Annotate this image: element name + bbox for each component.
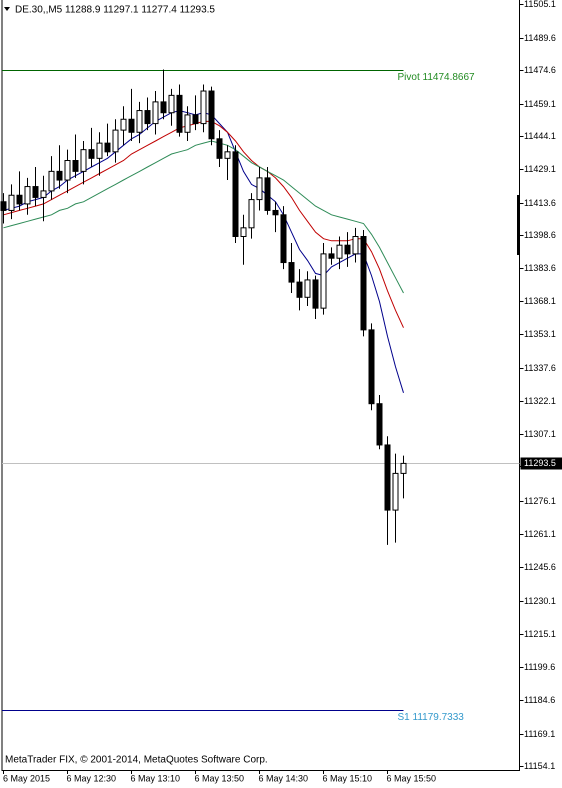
candle-body bbox=[88, 149, 95, 159]
candle-body bbox=[256, 177, 263, 201]
candle-body bbox=[96, 142, 103, 159]
candle-body bbox=[144, 110, 151, 125]
candle-body bbox=[8, 194, 15, 211]
candle-body bbox=[216, 138, 223, 159]
candle-body bbox=[152, 101, 159, 125]
y-tick-label: 11383.6 bbox=[524, 263, 556, 273]
y-tick-label: 11276.1 bbox=[524, 496, 556, 506]
moving-average bbox=[3, 140, 404, 294]
candle-body bbox=[160, 101, 167, 114]
candle-body bbox=[368, 329, 375, 405]
y-tick-label: 11459.1 bbox=[524, 99, 556, 109]
candle-body bbox=[64, 160, 71, 181]
candle-body bbox=[272, 209, 279, 216]
candle-body bbox=[232, 151, 239, 238]
y-tick-label: 11199.6 bbox=[524, 662, 555, 672]
y-tick-label: 11353.1 bbox=[524, 329, 556, 339]
y-tick-label: 11444.1 bbox=[524, 131, 556, 141]
candle-body bbox=[200, 90, 207, 125]
y-tick-label: 11474.6 bbox=[524, 65, 556, 75]
candle-body bbox=[384, 444, 391, 511]
y-tick-label: 11429.1 bbox=[524, 164, 556, 174]
y-tick-label: 11184.6 bbox=[524, 695, 555, 705]
current-price-box bbox=[520, 457, 562, 470]
candle-body bbox=[264, 177, 271, 211]
candle-body bbox=[344, 244, 351, 255]
candle-body bbox=[48, 170, 55, 192]
candle-body bbox=[208, 90, 215, 140]
candle-body bbox=[240, 227, 247, 238]
candle-body bbox=[360, 236, 367, 331]
candle-body bbox=[32, 186, 39, 198]
candle-body bbox=[352, 236, 359, 255]
candle-body bbox=[16, 194, 23, 205]
level-label: S1 11179.7333 bbox=[398, 712, 465, 723]
y-tick-label: 11322.1 bbox=[524, 396, 556, 406]
candle-body bbox=[392, 472, 399, 511]
y-tick-label: 11368.1 bbox=[524, 296, 556, 306]
y-tick-label: 11489.6 bbox=[524, 33, 556, 43]
current-price-label: 11293.5 bbox=[524, 458, 556, 468]
candle-body bbox=[328, 253, 335, 259]
candle-body bbox=[0, 201, 7, 211]
candle-body bbox=[320, 253, 327, 309]
candle-body bbox=[168, 94, 175, 114]
y-tick-label: 11261.1 bbox=[524, 529, 556, 539]
candle-body bbox=[128, 118, 135, 133]
candle-body bbox=[248, 199, 255, 229]
candle-body bbox=[176, 94, 183, 133]
candle-body bbox=[72, 160, 79, 172]
candle-body bbox=[400, 462, 407, 474]
candle-body bbox=[296, 281, 303, 298]
x-tick-label: 6 May 2015 bbox=[3, 773, 50, 783]
candle-body bbox=[192, 114, 199, 125]
candle-body bbox=[312, 279, 319, 309]
x-tick-label: 6 May 13:50 bbox=[195, 773, 245, 783]
x-tick-label: 6 May 13:10 bbox=[131, 773, 181, 783]
y-tick-label: 11398.6 bbox=[524, 230, 556, 240]
y-tick-label: 11307.1 bbox=[524, 429, 556, 439]
candle-body bbox=[104, 142, 111, 153]
y-tick-label: 11154.1 bbox=[524, 761, 555, 771]
footer: MetaTrader FIX, © 2001-2014, MetaQuotes … bbox=[5, 755, 268, 766]
y-tick-label: 11413.6 bbox=[524, 198, 556, 208]
y-tick-label: 11337.6 bbox=[524, 363, 556, 373]
candle-body bbox=[24, 186, 31, 205]
candle-body bbox=[224, 151, 231, 159]
y-tick-label: 11505.1 bbox=[524, 0, 556, 9]
x-tick-label: 6 May 15:10 bbox=[323, 773, 373, 783]
candle-body bbox=[288, 262, 295, 283]
candle-body bbox=[120, 118, 127, 131]
candle-body bbox=[56, 170, 63, 181]
candle-body bbox=[376, 403, 383, 446]
y-tick-label: 11169.1 bbox=[524, 729, 555, 739]
dropdown-icon bbox=[4, 7, 10, 11]
x-tick-label: 6 May 14:30 bbox=[259, 773, 309, 783]
x-tick-label: 6 May 12:30 bbox=[67, 773, 117, 783]
candle-body bbox=[280, 214, 287, 264]
level-label: Pivot 11474.8667 bbox=[398, 72, 476, 83]
candle-body bbox=[304, 279, 311, 298]
candle-body bbox=[336, 244, 343, 259]
x-tick-label: 6 May 15:50 bbox=[387, 773, 437, 783]
axis-marker bbox=[517, 195, 520, 255]
candle-body bbox=[80, 149, 87, 172]
candle-body bbox=[112, 129, 119, 153]
candle-body bbox=[184, 114, 191, 133]
y-tick-label: 11230.1 bbox=[524, 596, 556, 606]
chart-title: DE.30,,M5 11288.9 11297.1 11277.4 11293.… bbox=[15, 5, 215, 16]
y-tick-label: 11215.1 bbox=[524, 629, 556, 639]
candle-body bbox=[40, 190, 47, 198]
y-tick-label: 11245.6 bbox=[524, 562, 556, 572]
candle-body bbox=[136, 110, 143, 133]
